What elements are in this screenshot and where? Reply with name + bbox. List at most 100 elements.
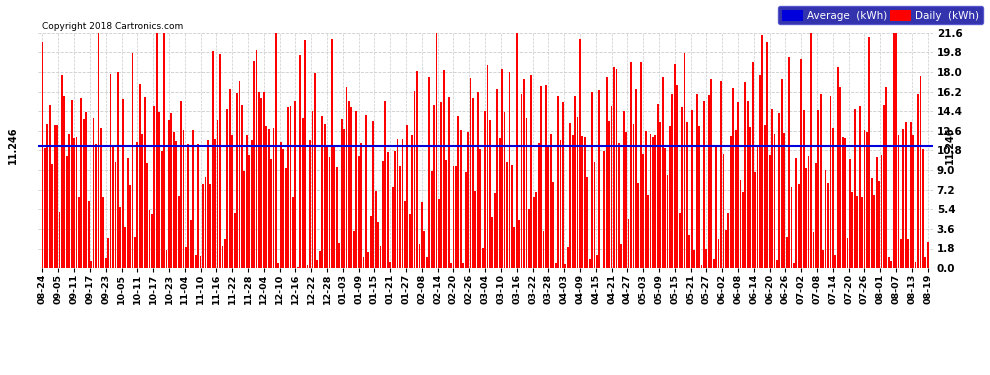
Bar [851, 192, 853, 268]
Bar [334, 145, 336, 268]
Bar [623, 111, 625, 268]
Bar [567, 247, 568, 268]
Bar [469, 78, 471, 268]
Bar [460, 130, 461, 268]
Bar [419, 244, 421, 268]
Bar [139, 84, 141, 268]
Bar [531, 75, 533, 268]
Bar [559, 140, 561, 268]
Bar [749, 127, 751, 268]
Bar [214, 140, 216, 268]
Bar [533, 196, 535, 268]
Bar [858, 106, 860, 268]
Bar [200, 256, 202, 268]
Bar [217, 120, 219, 268]
Bar [840, 87, 842, 268]
Bar [341, 119, 343, 268]
Bar [803, 110, 805, 268]
Bar [823, 250, 824, 268]
Bar [603, 151, 605, 268]
Bar [219, 54, 221, 268]
Bar [915, 261, 917, 268]
Bar [725, 230, 727, 268]
Bar [706, 249, 707, 268]
Bar [441, 102, 443, 268]
Bar [339, 243, 341, 268]
Bar [703, 100, 705, 268]
Bar [863, 130, 865, 268]
Bar [781, 79, 783, 268]
Bar [265, 126, 267, 268]
Bar [844, 138, 845, 268]
Bar [856, 196, 858, 268]
Bar [671, 94, 673, 268]
Bar [691, 110, 693, 268]
Bar [509, 72, 510, 268]
Bar [202, 184, 204, 268]
Bar [107, 238, 109, 268]
Bar [796, 158, 797, 268]
Bar [701, 265, 703, 268]
Bar [85, 112, 87, 268]
Bar [120, 207, 121, 268]
Bar [197, 144, 199, 268]
Text: Daily Solar Energy & Average Production Last 365 Days Fri Aug 24 19:37: Daily Solar Energy & Average Production … [116, 8, 716, 23]
Bar [554, 263, 556, 268]
Bar [185, 247, 187, 268]
Bar [572, 135, 573, 268]
Bar [424, 231, 426, 268]
Bar [297, 267, 299, 268]
Bar [382, 160, 384, 268]
Bar [630, 62, 632, 268]
Bar [394, 151, 396, 268]
Bar [302, 118, 304, 268]
Bar [849, 159, 850, 268]
Bar [192, 130, 194, 268]
Bar [227, 109, 229, 268]
Bar [42, 42, 44, 268]
Bar [474, 191, 476, 268]
Bar [479, 149, 481, 268]
Bar [182, 130, 184, 268]
Bar [229, 89, 231, 268]
Bar [455, 166, 456, 268]
Bar [80, 98, 82, 268]
Bar [142, 134, 144, 268]
Bar [207, 140, 209, 268]
Bar [541, 86, 542, 268]
Bar [355, 111, 357, 268]
Bar [409, 214, 411, 268]
Bar [112, 146, 114, 268]
Bar [810, 33, 812, 268]
Bar [75, 137, 77, 268]
Bar [379, 246, 381, 268]
Bar [820, 94, 822, 268]
Bar [147, 163, 148, 268]
Bar [516, 33, 518, 268]
Bar [314, 73, 316, 268]
Bar [569, 123, 571, 268]
Bar [267, 129, 269, 268]
Bar [837, 68, 839, 268]
Bar [90, 261, 92, 268]
Bar [900, 238, 902, 268]
Bar [51, 164, 53, 268]
Bar [232, 135, 233, 268]
Bar [908, 239, 909, 268]
Bar [883, 105, 885, 268]
Bar [372, 121, 374, 268]
Bar [876, 157, 877, 268]
Bar [292, 196, 294, 268]
Bar [282, 148, 284, 268]
Bar [58, 212, 60, 268]
Bar [239, 81, 241, 268]
Bar [825, 170, 827, 268]
Bar [241, 105, 243, 268]
Bar [720, 81, 722, 268]
Bar [905, 122, 907, 268]
Bar [661, 77, 663, 268]
Bar [370, 216, 371, 268]
Bar [688, 235, 690, 268]
Bar [487, 65, 488, 268]
Bar [377, 222, 379, 268]
